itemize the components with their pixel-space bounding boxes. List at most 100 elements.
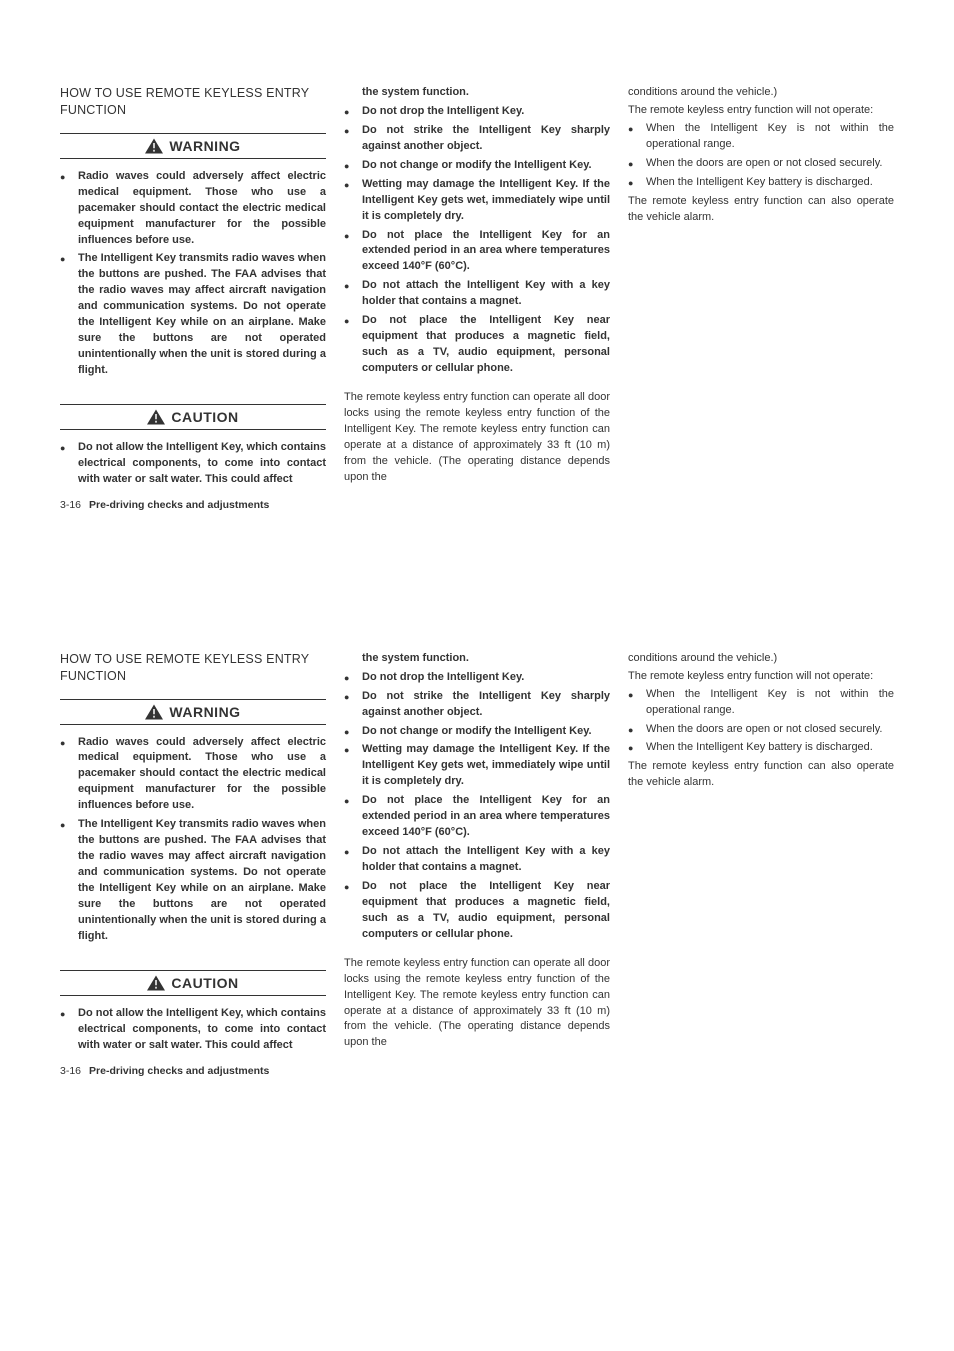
body-end: The remote keyless entry function can al… (628, 759, 894, 791)
column-1: HOW TO USE REMOTE KEYLESS ENTRY FUNCTION… (60, 651, 326, 1057)
caution-list-col2: ●Do not drop the Intelligent Key. ●Do not… (344, 104, 610, 377)
caution-label: CAUTION (171, 975, 238, 991)
condition-item: ●When the Intelligent Key battery is dis… (628, 175, 894, 191)
caution-item: ●Do not allow the Intelligent Key, which… (60, 1006, 326, 1054)
bullet-icon: ● (344, 742, 362, 790)
caution-item: ●Wetting may damage the Intelligent Key.… (344, 177, 610, 225)
body-end: The remote keyless entry function can al… (628, 194, 894, 226)
column-layout: HOW TO USE REMOTE KEYLESS ENTRY FUNCTION… (60, 85, 894, 491)
caution-list-col1: ●Do not allow the Intelligent Key, which… (60, 440, 326, 488)
bullet-icon: ● (628, 740, 646, 756)
caution-item: ●Do not place the Intelligent Key for an… (344, 793, 610, 841)
caution-item: ●Do not allow the Intelligent Key, which… (60, 440, 326, 488)
warning-item: ●Radio waves could adversely affect elec… (60, 169, 326, 249)
page-footer: 3-16 Pre-driving checks and adjustments (60, 499, 894, 511)
warning-label: WARNING (169, 704, 240, 720)
caution-item: ●Do not strike the Intelligent Key sharp… (344, 123, 610, 155)
column-3: conditions around the vehicle.) The remot… (628, 85, 894, 491)
body-continuation: conditions around the vehicle.) (628, 651, 894, 667)
bullet-icon: ● (344, 158, 362, 174)
bullet-icon: ● (344, 177, 362, 225)
caution-item: ●Do not place the Intelligent Key near e… (344, 313, 610, 377)
bullet-icon: ● (628, 156, 646, 172)
warning-item: ●Radio waves could adversely affect elec… (60, 735, 326, 815)
caution-list-col2: ●Do not drop the Intelligent Key. ●Do not… (344, 670, 610, 943)
page-footer: 3-16 Pre-driving checks and adjustments (60, 1065, 894, 1077)
bullet-icon: ● (60, 440, 78, 488)
caution-item: ●Do not drop the Intelligent Key. (344, 670, 610, 686)
caution-item: ●Do not drop the Intelligent Key. (344, 104, 610, 120)
manual-page: HOW TO USE REMOTE KEYLESS ENTRY FUNCTION… (0, 0, 954, 566)
caution-heading: CAUTION (60, 970, 326, 996)
bullet-icon: ● (628, 175, 646, 191)
body-intro: The remote keyless entry function will n… (628, 103, 894, 119)
bullet-icon: ● (60, 735, 78, 815)
warning-label: WARNING (169, 138, 240, 154)
bullet-icon: ● (628, 687, 646, 719)
body-paragraph: The remote keyless entry function can op… (344, 390, 610, 486)
condition-item: ●When the Intelligent Key is not within … (628, 121, 894, 153)
warning-list: ●Radio waves could adversely affect elec… (60, 169, 326, 379)
chapter-name: Pre-driving checks and adjustments (89, 499, 269, 511)
bullet-icon: ● (344, 724, 362, 740)
warning-heading: WARNING (60, 133, 326, 159)
warning-list: ●Radio waves could adversely affect elec… (60, 735, 326, 945)
caution-label: CAUTION (171, 409, 238, 425)
column-3: conditions around the vehicle.) The remot… (628, 651, 894, 1057)
warning-triangle-icon (147, 409, 165, 425)
caution-item: ●Do not attach the Intelligent Key with … (344, 844, 610, 876)
caution-item: ●Do not change or modify the Intelligent… (344, 724, 610, 740)
body-intro: The remote keyless entry function will n… (628, 669, 894, 685)
bullet-icon: ● (344, 278, 362, 310)
caution-continuation: the system function. (344, 651, 610, 667)
bullet-icon: ● (344, 104, 362, 120)
condition-item: ●When the doors are open or not closed s… (628, 722, 894, 738)
caution-list-col1: ●Do not allow the Intelligent Key, which… (60, 1006, 326, 1054)
bullet-icon: ● (60, 169, 78, 249)
bullet-icon: ● (344, 844, 362, 876)
bullet-icon: ● (628, 121, 646, 153)
condition-item: ●When the doors are open or not closed s… (628, 156, 894, 172)
bullet-icon: ● (60, 251, 78, 379)
bullet-icon: ● (628, 722, 646, 738)
warning-triangle-icon (147, 975, 165, 991)
warning-item: ●The Intelligent Key transmits radio wav… (60, 817, 326, 945)
conditions-list: ●When the Intelligent Key is not within … (628, 687, 894, 757)
caution-item: ●Do not place the Intelligent Key for an… (344, 228, 610, 276)
bullet-icon: ● (344, 313, 362, 377)
bullet-icon: ● (344, 123, 362, 155)
column-layout: HOW TO USE REMOTE KEYLESS ENTRY FUNCTION… (60, 651, 894, 1057)
warning-item: ●The Intelligent Key transmits radio wav… (60, 251, 326, 379)
column-2: the system function. ●Do not drop the Int… (344, 651, 610, 1057)
caution-item: ●Wetting may damage the Intelligent Key.… (344, 742, 610, 790)
bullet-icon: ● (344, 228, 362, 276)
bullet-icon: ● (344, 689, 362, 721)
column-1: HOW TO USE REMOTE KEYLESS ENTRY FUNCTION… (60, 85, 326, 491)
warning-heading: WARNING (60, 699, 326, 725)
condition-item: ●When the Intelligent Key battery is dis… (628, 740, 894, 756)
column-2: the system function. ●Do not drop the Int… (344, 85, 610, 491)
warning-triangle-icon (145, 704, 163, 720)
page-number: 3-16 (60, 499, 81, 511)
page-number: 3-16 (60, 1065, 81, 1077)
section-title: HOW TO USE REMOTE KEYLESS ENTRY FUNCTION (60, 85, 326, 119)
bullet-icon: ● (344, 879, 362, 943)
bullet-icon: ● (344, 670, 362, 686)
warning-triangle-icon (145, 138, 163, 154)
bullet-icon: ● (60, 1006, 78, 1054)
caution-item: ●Do not place the Intelligent Key near e… (344, 879, 610, 943)
caution-item: ●Do not change or modify the Intelligent… (344, 158, 610, 174)
caution-item: ●Do not attach the Intelligent Key with … (344, 278, 610, 310)
conditions-list: ●When the Intelligent Key is not within … (628, 121, 894, 191)
caution-continuation: the system function. (344, 85, 610, 101)
bullet-icon: ● (344, 793, 362, 841)
body-continuation: conditions around the vehicle.) (628, 85, 894, 101)
body-paragraph: The remote keyless entry function can op… (344, 956, 610, 1052)
manual-page: HOW TO USE REMOTE KEYLESS ENTRY FUNCTION… (0, 566, 954, 1132)
caution-item: ●Do not strike the Intelligent Key sharp… (344, 689, 610, 721)
condition-item: ●When the Intelligent Key is not within … (628, 687, 894, 719)
bullet-icon: ● (60, 817, 78, 945)
caution-heading: CAUTION (60, 404, 326, 430)
section-title: HOW TO USE REMOTE KEYLESS ENTRY FUNCTION (60, 651, 326, 685)
chapter-name: Pre-driving checks and adjustments (89, 1065, 269, 1077)
